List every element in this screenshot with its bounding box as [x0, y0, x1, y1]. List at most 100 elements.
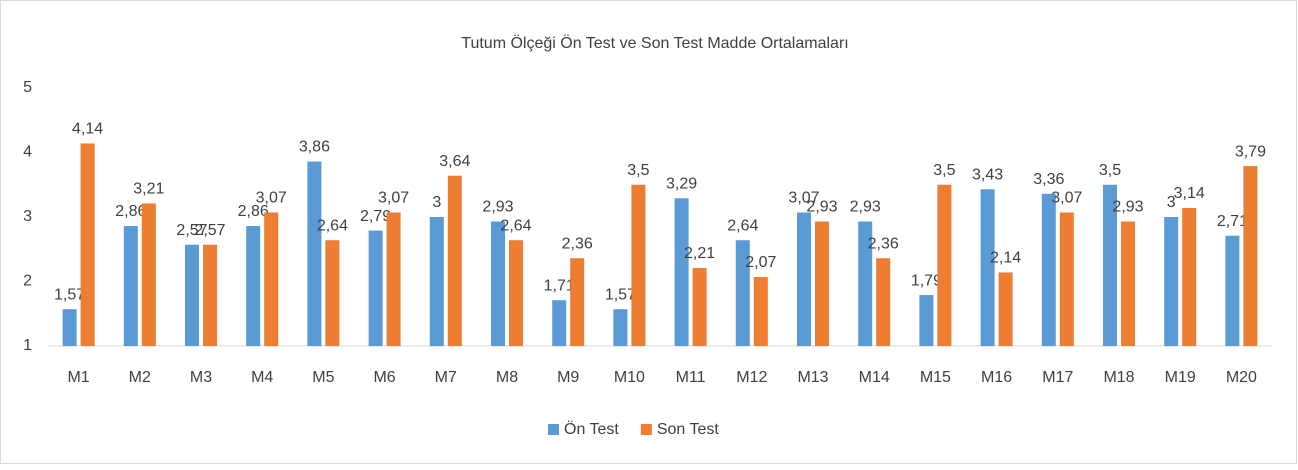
x-tick-label: M10 — [614, 369, 645, 386]
data-label: 3,21 — [133, 181, 164, 198]
data-label: 2,64 — [500, 217, 531, 234]
x-tick-label: M20 — [1226, 369, 1257, 386]
bar — [998, 272, 1013, 346]
data-label: 2,36 — [868, 235, 899, 252]
data-label: 3,86 — [299, 139, 330, 156]
x-tick-label: M6 — [373, 369, 395, 386]
data-label: 3 — [432, 194, 441, 211]
bar — [246, 226, 261, 346]
bar — [613, 309, 628, 346]
data-label: 2,93 — [482, 199, 513, 216]
data-label: 3,07 — [1051, 190, 1082, 207]
data-label: 3,29 — [666, 176, 697, 193]
bar — [264, 212, 279, 346]
bar — [692, 267, 707, 346]
x-tick-label: M3 — [190, 369, 212, 386]
data-label: 2,93 — [806, 199, 837, 216]
data-label: 1,57 — [605, 286, 636, 303]
bar — [368, 230, 383, 346]
bar — [552, 300, 567, 346]
data-label: 3,07 — [788, 190, 819, 207]
legend-swatch — [640, 424, 652, 435]
bar — [1041, 193, 1056, 346]
bar — [919, 295, 934, 346]
data-label: 2,57 — [194, 222, 225, 239]
bar — [141, 203, 156, 346]
data-label: 4,14 — [72, 121, 103, 138]
x-tick-label: M17 — [1042, 369, 1073, 386]
x-tick-label: M4 — [251, 369, 273, 386]
y-tick-label: 4 — [23, 144, 32, 161]
x-tick-label: M13 — [797, 369, 828, 386]
x-tick-label: M19 — [1165, 369, 1196, 386]
legend-label: Son Test — [657, 421, 720, 438]
bar — [815, 221, 829, 346]
bar — [1225, 235, 1240, 346]
y-tick-label: 3 — [23, 208, 32, 225]
data-label: 2,07 — [745, 254, 776, 271]
bar — [631, 184, 646, 346]
data-label: 2,86 — [115, 203, 146, 220]
data-label: 1,79 — [911, 272, 942, 289]
bar — [325, 240, 340, 346]
data-label: 2,21 — [684, 245, 715, 262]
data-label: 2,71 — [1217, 213, 1248, 230]
data-label: 3,07 — [378, 190, 409, 207]
y-tick-label: 2 — [23, 273, 32, 290]
legend-label: Ön Test — [564, 420, 619, 438]
y-tick-label: 5 — [23, 79, 32, 96]
bar — [735, 240, 750, 346]
bar — [937, 184, 952, 346]
bar — [753, 276, 768, 346]
x-tick-label: M15 — [920, 369, 951, 386]
x-tick-label: M12 — [736, 369, 767, 386]
bar — [858, 221, 873, 346]
bar — [80, 143, 95, 346]
data-label: 3,43 — [972, 166, 1003, 183]
bar — [509, 240, 523, 346]
bar — [185, 244, 199, 346]
data-label: 3,36 — [1033, 171, 1064, 188]
chart-title: Tutum Ölçeği Ön Test ve Son Test Madde O… — [461, 34, 848, 52]
data-label: 2,86 — [238, 203, 269, 220]
x-tick-label: M7 — [435, 369, 457, 386]
data-label: 2,64 — [317, 217, 348, 234]
data-label: 2,14 — [990, 250, 1021, 267]
bar — [447, 175, 462, 346]
data-label: 3,14 — [1174, 185, 1205, 202]
bar — [570, 258, 585, 346]
x-tick-label: M2 — [129, 369, 151, 386]
data-label: 2,93 — [850, 199, 881, 216]
bar — [674, 198, 689, 346]
data-label: 1,57 — [54, 286, 85, 303]
bar — [1059, 212, 1074, 346]
bar — [1182, 207, 1197, 346]
x-tick-label: M8 — [496, 369, 518, 386]
bar — [876, 258, 891, 346]
bar — [203, 244, 217, 346]
data-label: 2,57 — [176, 222, 207, 239]
x-tick-label: M9 — [557, 369, 579, 386]
bar — [980, 189, 995, 346]
legend-swatch — [548, 424, 559, 435]
x-tick-label: M16 — [981, 369, 1012, 386]
data-label: 3,79 — [1235, 143, 1266, 160]
data-label: 2,93 — [1112, 199, 1143, 216]
data-label: 3,5 — [933, 162, 955, 179]
data-label: 3,64 — [439, 153, 470, 170]
x-tick-label: M1 — [67, 369, 89, 386]
data-label: 3,5 — [1099, 162, 1121, 179]
bar — [429, 217, 444, 346]
data-label: 2,36 — [562, 235, 593, 252]
bar — [797, 212, 811, 346]
x-tick-label: M11 — [676, 369, 706, 386]
bar — [1121, 221, 1135, 346]
data-label: 2,64 — [727, 217, 758, 234]
data-label: 3 — [1167, 194, 1176, 211]
bar — [1103, 184, 1117, 346]
bar — [307, 161, 322, 346]
data-label: 3,5 — [627, 162, 649, 179]
bar — [386, 212, 401, 346]
